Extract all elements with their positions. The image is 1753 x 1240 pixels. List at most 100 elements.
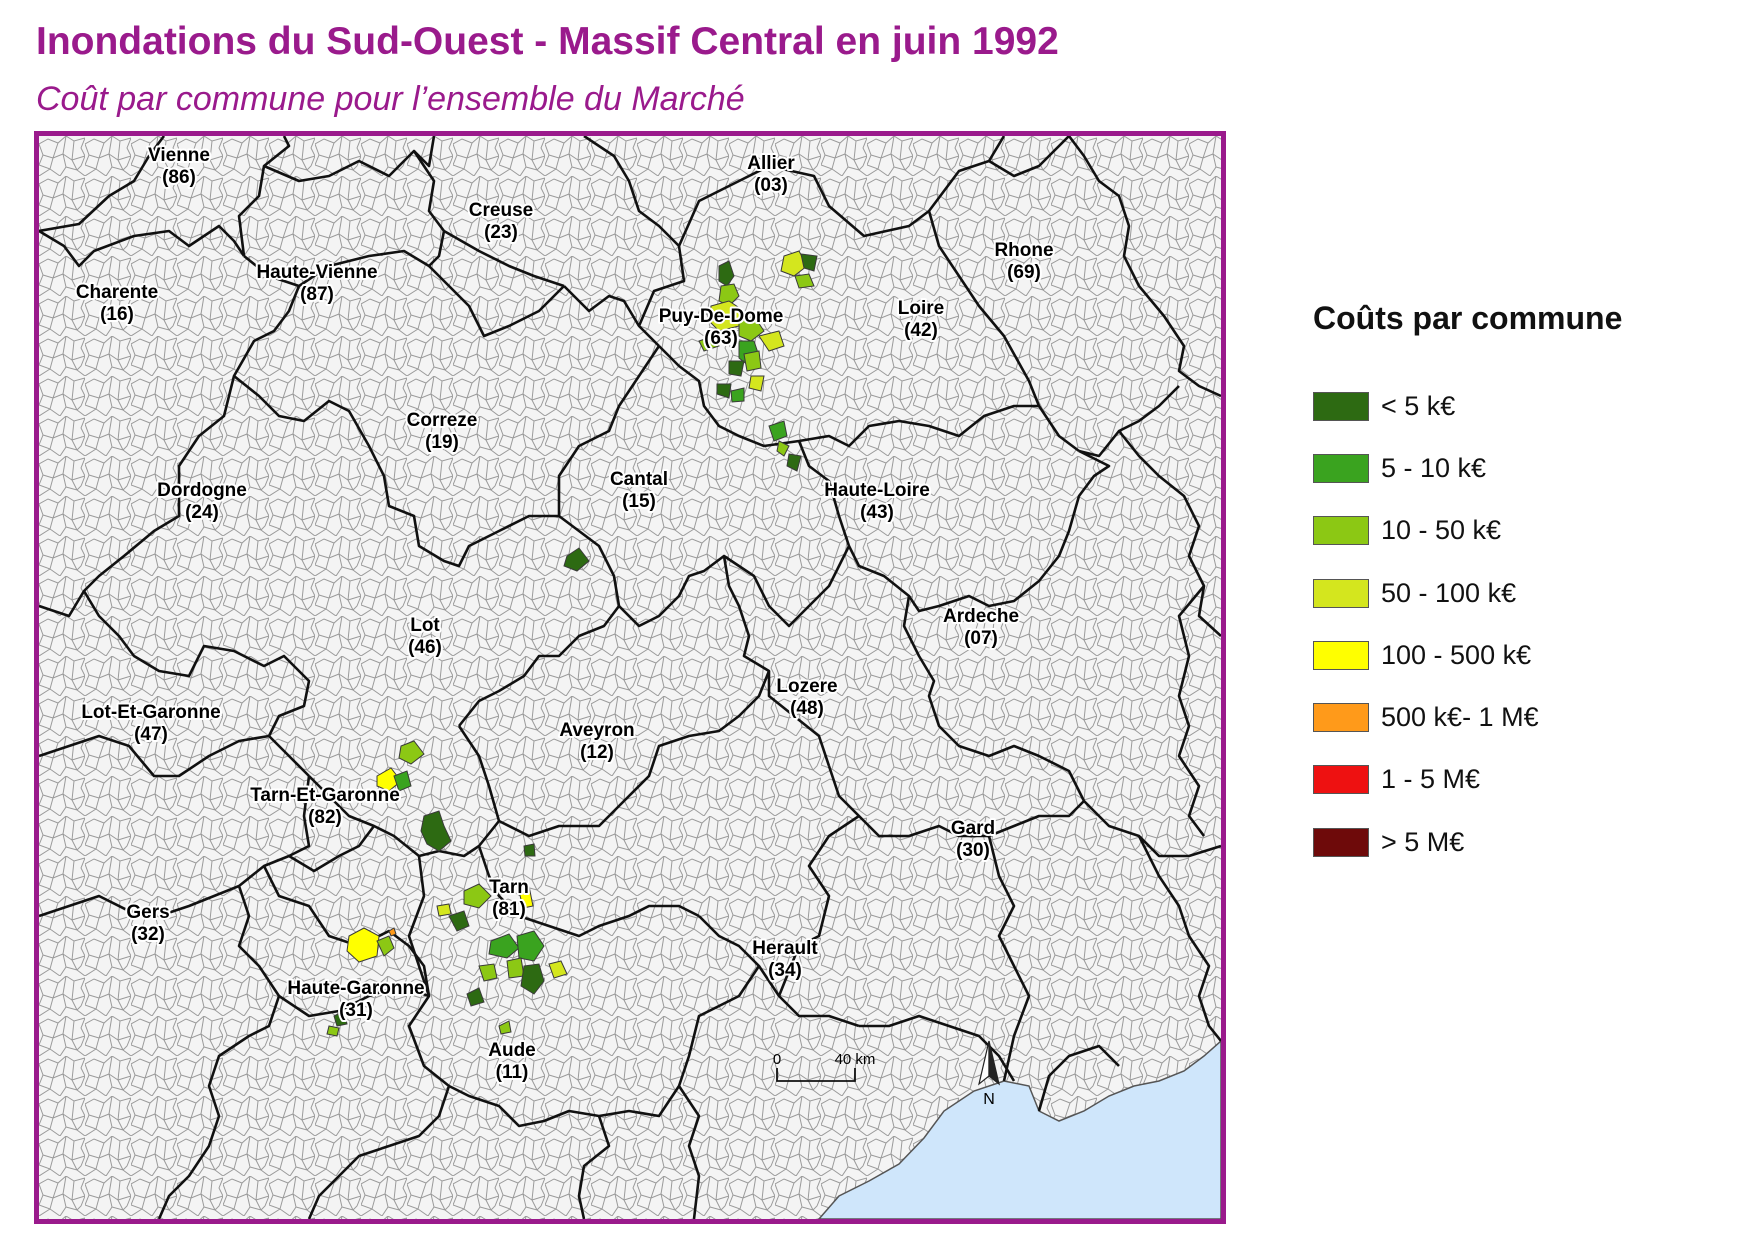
department-label: Lot xyxy=(410,615,440,636)
north-arrow-icon: N xyxy=(978,1040,1000,1108)
legend-swatch xyxy=(1313,453,1369,483)
commune-cost-area xyxy=(768,420,788,442)
department-label: Charente xyxy=(76,282,158,303)
department-label: Herault xyxy=(752,938,818,959)
commune-cost-area xyxy=(776,440,790,457)
department-label: Haute-Garonne xyxy=(287,978,424,999)
department-label: Haute-Loire xyxy=(824,480,930,501)
department-code: (86) xyxy=(162,167,196,188)
legend-item: 100 - 500 k€ xyxy=(1313,624,1713,686)
department-code: (82) xyxy=(308,807,342,828)
department-code: (32) xyxy=(131,924,165,945)
commune-cost-area xyxy=(520,963,545,995)
department-code: (31) xyxy=(339,1000,373,1021)
commune-cost-area xyxy=(420,810,452,852)
department-code: (63) xyxy=(704,328,738,349)
legend-label: 5 - 10 k€ xyxy=(1381,452,1487,483)
legend-label: 50 - 100 k€ xyxy=(1381,577,1517,608)
department-code: (81) xyxy=(492,899,526,920)
legend-label: 10 - 50 k€ xyxy=(1381,515,1502,546)
commune-cost-area xyxy=(780,250,808,277)
legend-label: 1 - 5 M€ xyxy=(1381,764,1481,795)
commune-cost-area xyxy=(478,963,498,982)
commune-cost-area xyxy=(728,360,745,377)
legend: Coûts par commune < 5 k€ 5 - 10 k€ 10 - 50… xyxy=(1313,300,1713,873)
department-code: (11) xyxy=(496,1062,529,1083)
department-label: Lot-Et-Garonne xyxy=(81,702,220,723)
commune-cost-area xyxy=(436,903,452,917)
commune-cost-area xyxy=(463,883,492,909)
legend-item: > 5 M€ xyxy=(1313,811,1713,873)
commune-cost-area xyxy=(730,387,745,403)
scale-bar-end-label: 40 km xyxy=(835,1051,876,1068)
commune-cost-area xyxy=(563,547,590,572)
commune-cost-area xyxy=(326,1025,340,1037)
department-label: Haute-Vienne xyxy=(256,262,377,283)
legend-swatch xyxy=(1313,578,1369,608)
department-label: Aude xyxy=(488,1040,536,1061)
department-code: (15) xyxy=(622,491,656,512)
legend-swatch xyxy=(1313,391,1369,421)
department-label: Puy-De-Dome xyxy=(659,306,784,327)
legend-label: 100 - 500 k€ xyxy=(1381,639,1532,670)
department-code: (30) xyxy=(956,840,990,861)
department-code: (46) xyxy=(408,637,442,658)
department-label: Lozere xyxy=(776,676,837,697)
department-label: Aveyron xyxy=(559,720,634,741)
department-label: Rhone xyxy=(994,240,1053,261)
legend-item: 1 - 5 M€ xyxy=(1313,749,1713,811)
department-code: (03) xyxy=(754,175,788,196)
map-subtitle: Coût par commune pour l’ensemble du Marc… xyxy=(36,80,745,118)
commune-cost-area xyxy=(523,843,536,857)
department-label: Dordogne xyxy=(157,480,247,501)
legend-item: 10 - 50 k€ xyxy=(1313,500,1713,562)
commune-cost-area xyxy=(388,927,397,937)
map-canvas[interactable]: 0 40 km N Vienne(86) Allier(03) Creuse(23)… xyxy=(39,136,1221,1219)
department-code: (42) xyxy=(904,320,938,341)
commune-cost-area xyxy=(698,335,720,352)
commune-cost-area xyxy=(794,273,815,289)
legend-items: < 5 k€ 5 - 10 k€ 10 - 50 k€ 50 - 100 k€ 100 … xyxy=(1313,375,1713,873)
department-code: (16) xyxy=(100,304,134,325)
department-label: Cantal xyxy=(610,469,668,490)
affected-communes xyxy=(326,250,818,1037)
commune-cost-area xyxy=(488,933,520,959)
legend-swatch xyxy=(1313,516,1369,546)
commune-cost-area xyxy=(506,957,525,979)
commune-cost-area xyxy=(393,770,412,792)
commune-cost-area xyxy=(718,260,735,287)
legend-label: > 5 M€ xyxy=(1381,826,1465,857)
commune-cost-area xyxy=(466,987,485,1007)
department-code: (48) xyxy=(790,698,824,719)
department-code: (47) xyxy=(134,724,168,745)
department-label: Ardeche xyxy=(943,606,1019,627)
commune-cost-area xyxy=(800,253,818,272)
map-frame[interactable]: 0 40 km N Vienne (86) Allier (03) Creuse (23)… xyxy=(34,131,1226,1224)
north-label: N xyxy=(983,1091,995,1108)
commune-cost-area xyxy=(748,375,765,392)
commune-cost-area xyxy=(398,740,425,765)
commune-cost-area xyxy=(346,927,380,963)
commune-cost-area xyxy=(716,383,732,399)
commune-cost-area xyxy=(516,930,545,962)
legend-item: 5 - 10 k€ xyxy=(1313,437,1713,499)
scale-bar-start-label: 0 xyxy=(773,1051,781,1068)
department-code: (24) xyxy=(185,502,219,523)
department-label: Loire xyxy=(898,298,944,319)
department-label: Gard xyxy=(951,818,995,839)
commune-cost-area xyxy=(498,1020,512,1035)
department-label: Tarn xyxy=(489,877,529,898)
department-borders xyxy=(39,136,1221,1219)
department-code: (43) xyxy=(860,502,894,523)
department-label: Creuse xyxy=(469,200,533,221)
commune-cost-area xyxy=(718,283,740,307)
legend-title: Coûts par commune xyxy=(1313,300,1623,336)
commune-cost-area xyxy=(376,767,402,792)
commune-cost-area xyxy=(758,330,785,352)
commune-cost-area xyxy=(518,885,534,909)
department-code: (12) xyxy=(580,742,614,763)
legend-swatch xyxy=(1313,640,1369,670)
commune-cost-area xyxy=(786,453,802,472)
scale-bar: 0 40 km xyxy=(773,1051,876,1082)
legend-swatch xyxy=(1313,827,1369,857)
